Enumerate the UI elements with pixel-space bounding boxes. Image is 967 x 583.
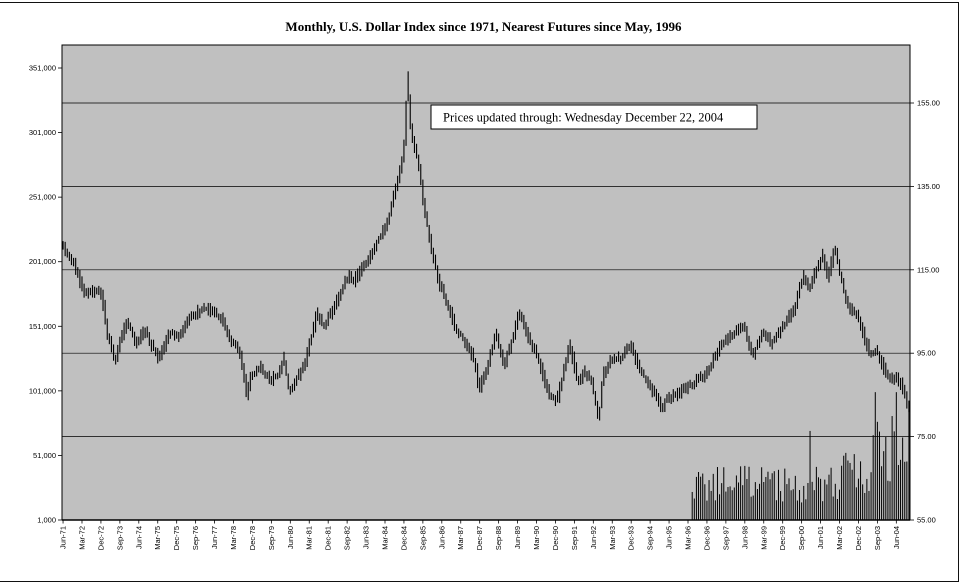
left-axis-labels: 351,000 301,000 251,000 201,000 151,000 101,0… — [29, 64, 62, 525]
right-axis-labels: 155.00 135.00 115.00 95.00 75.00 55.00 — [910, 99, 940, 525]
svg-text:Jun-04: Jun-04 — [892, 526, 901, 549]
svg-text:Jun-71: Jun-71 — [59, 526, 68, 549]
svg-text:Sep-94: Sep-94 — [646, 526, 655, 550]
svg-text:Dec-81: Dec-81 — [324, 526, 333, 550]
svg-text:Sep-91: Sep-91 — [570, 526, 579, 550]
svg-text:135.00: 135.00 — [917, 182, 940, 191]
svg-text:Jun-83: Jun-83 — [362, 526, 371, 549]
svg-text:Jun-89: Jun-89 — [513, 526, 522, 549]
price-bars — [62, 71, 910, 421]
svg-text:Jun-98: Jun-98 — [740, 526, 749, 549]
svg-text:115.00: 115.00 — [917, 265, 939, 274]
svg-text:Dec-99: Dec-99 — [778, 526, 787, 550]
svg-text:Jun-86: Jun-86 — [437, 526, 446, 549]
svg-text:Jun-01: Jun-01 — [816, 526, 825, 549]
svg-text:Jun-80: Jun-80 — [286, 526, 295, 549]
svg-text:Jun-74: Jun-74 — [134, 526, 143, 549]
svg-text:Mar-87: Mar-87 — [456, 526, 465, 550]
svg-text:Dec-72: Dec-72 — [96, 526, 105, 550]
svg-text:351,000: 351,000 — [29, 64, 56, 73]
svg-text:55.00: 55.00 — [917, 516, 936, 525]
svg-text:Dec-84: Dec-84 — [399, 526, 408, 550]
svg-text:101,000: 101,000 — [29, 386, 56, 395]
svg-text:Dec-75: Dec-75 — [172, 526, 181, 550]
svg-text:Jun-92: Jun-92 — [589, 526, 598, 549]
svg-text:95.00: 95.00 — [917, 349, 936, 358]
svg-text:155.00: 155.00 — [917, 99, 940, 108]
svg-text:Mar-75: Mar-75 — [153, 526, 162, 550]
svg-text:251,000: 251,000 — [29, 193, 56, 202]
svg-text:Sep-73: Sep-73 — [115, 526, 124, 550]
svg-text:Sep-00: Sep-00 — [797, 526, 806, 550]
svg-text:Mar-96: Mar-96 — [684, 526, 693, 550]
svg-text:Sep-03: Sep-03 — [873, 526, 882, 550]
annotation-box: Prices updated through: Wednesday Decemb… — [430, 104, 758, 130]
svg-text:51,000: 51,000 — [33, 451, 56, 460]
svg-text:Dec-78: Dec-78 — [248, 526, 257, 550]
svg-text:Dec-87: Dec-87 — [475, 526, 484, 550]
svg-text:Dec-96: Dec-96 — [702, 526, 711, 550]
svg-text:Sep-88: Sep-88 — [494, 526, 503, 550]
volume-bars — [691, 392, 910, 520]
svg-text:201,000: 201,000 — [29, 257, 56, 266]
svg-text:Sep-82: Sep-82 — [343, 526, 352, 550]
svg-text:Dec-90: Dec-90 — [551, 526, 560, 550]
svg-text:Mar-72: Mar-72 — [77, 526, 86, 550]
svg-text:Dec-93: Dec-93 — [627, 526, 636, 550]
svg-text:Sep-85: Sep-85 — [418, 526, 427, 550]
svg-text:Jun-77: Jun-77 — [210, 526, 219, 549]
svg-text:Mar-84: Mar-84 — [380, 526, 389, 550]
svg-text:Mar-99: Mar-99 — [759, 526, 768, 550]
svg-text:Dec-02: Dec-02 — [854, 526, 863, 550]
svg-text:75.00: 75.00 — [917, 432, 936, 441]
svg-text:301,000: 301,000 — [29, 128, 56, 137]
svg-text:Mar-90: Mar-90 — [532, 526, 541, 550]
x-axis-labels: Jun-71 Mar-72 Dec-72 Sep-73 Jun-74 Mar-75 Dec-… — [59, 519, 910, 550]
svg-text:Mar-93: Mar-93 — [608, 526, 617, 550]
svg-text:Mar-81: Mar-81 — [305, 526, 314, 550]
svg-text:151,000: 151,000 — [29, 322, 56, 331]
svg-text:1,000: 1,000 — [37, 516, 56, 525]
svg-text:Mar-02: Mar-02 — [835, 526, 844, 550]
svg-text:Sep-79: Sep-79 — [267, 526, 276, 550]
chart-title: Monthly, U.S. Dollar Index since 1971, N… — [285, 19, 682, 34]
svg-text:Jun-95: Jun-95 — [665, 526, 674, 549]
svg-text:Mar-78: Mar-78 — [229, 526, 238, 550]
svg-text:Sep-97: Sep-97 — [721, 526, 730, 550]
annotation-border — [430, 104, 758, 130]
annotation-text: Prices updated through: Wednesday Decemb… — [443, 111, 724, 125]
svg-text:Sep-76: Sep-76 — [191, 526, 200, 550]
